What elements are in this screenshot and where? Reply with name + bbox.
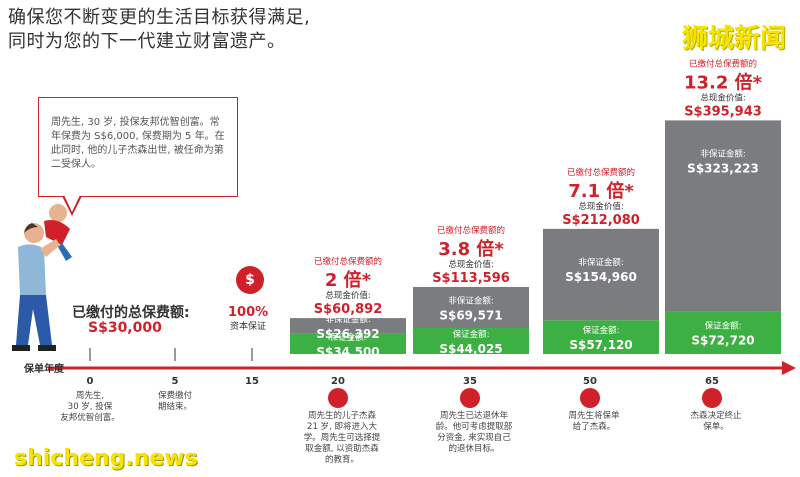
guarantee-percent: 100% [228, 305, 269, 320]
total-value-65: S$395,943 [684, 104, 762, 119]
timeline-note-0: 周先生, [76, 390, 104, 401]
guaranteed-label-50: 保证金额: [583, 325, 620, 336]
guaranteed-label-35: 保证金额: [453, 329, 490, 340]
timeline-year-50: 50 [583, 376, 597, 387]
timeline-year-20: 20 [331, 376, 345, 387]
headline-line-2: 同时为您的下一代建立财富遗产。 [8, 31, 286, 52]
child-head [49, 204, 67, 222]
bar-non-guaranteed-20 [290, 318, 406, 334]
timeline-note-35: 周先生已达退休年 [440, 410, 509, 421]
father-hair [24, 223, 38, 233]
non-guaranteed-value-50: S$154,960 [565, 270, 637, 284]
guaranteed-value-20: S$34,500 [316, 345, 379, 359]
father-shirt [18, 244, 46, 295]
coins-icon [460, 388, 480, 408]
timeline-note-65: 保单。 [703, 421, 729, 432]
non-guaranteed-label-20: 非保证金额: [325, 314, 370, 325]
child-shirt [44, 220, 70, 245]
father-shoe-left [12, 345, 30, 351]
timeline-label: 保单年度 [23, 362, 65, 375]
timeline-note-5: 保费缴付 [158, 390, 193, 401]
timeline-note-20: 学。周先生可选择提 [304, 432, 381, 443]
timeline-year-65: 65 [705, 376, 719, 387]
timeline-year-5: 5 [172, 376, 179, 387]
father-child-illustration [12, 204, 72, 351]
timeline-year-15: 15 [245, 376, 259, 387]
bar-guaranteed-35 [413, 328, 529, 354]
timeline-note-0: 友邦优智创富。 [60, 412, 120, 423]
non-guaranteed-label-65: 非保证金额: [700, 148, 745, 159]
multiple-caption-65: 已缴付总保费额的 [689, 58, 757, 69]
guaranteed-value-35: S$44,025 [439, 342, 502, 356]
total-value-20: S$60,892 [314, 302, 383, 317]
total-label-50: 总现金价值: [578, 201, 623, 212]
non-guaranteed-value-65: S$323,223 [687, 161, 759, 175]
paid-total-label: 已缴付的总保费额: [72, 305, 190, 321]
total-label-35: 总现金价值: [448, 259, 493, 270]
non-guaranteed-label-50: 非保证金额: [578, 257, 623, 268]
multiple-50: 7.1 倍* [568, 180, 634, 202]
multiple-65: 13.2 倍* [684, 71, 763, 93]
guaranteed-value-50: S$57,120 [569, 338, 632, 352]
watermark: shicheng.news [14, 446, 198, 471]
father-shoe-right [38, 345, 56, 351]
timeline-note-35: 分资金, 来实现自己 [437, 432, 511, 443]
multiple-20: 2 倍* [325, 269, 372, 291]
timeline-arrowhead [782, 361, 796, 375]
timeline-note-20: 周先生的儿子杰森 [308, 410, 377, 421]
bar-non-guaranteed-65 [665, 120, 781, 312]
child-legs [58, 243, 72, 261]
guaranteed-value-65: S$72,720 [691, 334, 754, 348]
scenario-callout: 周先生, 30 岁, 投保友邦优智创富。常年保费为 S$6,000, 保费期为 … [38, 97, 238, 197]
graduation-cap-icon [328, 388, 348, 408]
father-trousers [16, 295, 52, 345]
timeline-year-35: 35 [463, 376, 477, 387]
father-arm [40, 239, 60, 257]
page-headline: 确保您不断变更的生活目标获得满足, 同时为您的下一代建立财富遗产。 [8, 6, 310, 54]
multiple-35: 3.8 倍* [438, 238, 504, 260]
brand-logo: 狮城新闻 [681, 24, 786, 54]
total-value-50: S$212,080 [562, 213, 640, 228]
total-value-35: S$113,596 [432, 271, 510, 286]
multiple-caption-35: 已缴付总保费额的 [437, 225, 505, 236]
timeline-year-0: 0 [87, 376, 94, 387]
non-guaranteed-value-35: S$69,571 [439, 309, 502, 323]
non-guaranteed-value-20: S$26,392 [316, 327, 379, 341]
timeline-note-0: 30 岁, 投保 [68, 401, 113, 412]
guaranteed-label-65: 保证金额: [705, 321, 742, 332]
guaranteed-label-20: 保证金额: [330, 332, 367, 343]
bar-non-guaranteed-35 [413, 286, 529, 329]
headline-line-1: 确保您不断变更的生活目标获得满足, [8, 7, 311, 28]
flag-icon [702, 388, 722, 408]
timeline-note-35: 的退休目标。 [448, 443, 499, 454]
bar-non-guaranteed-50 [543, 228, 659, 321]
timeline-note-50: 周先生将保单 [568, 410, 620, 421]
timeline-note-65: 杰森决定终止 [690, 410, 742, 421]
timeline-note-50: 给了杰森。 [573, 421, 616, 432]
total-label-20: 总现金价值: [325, 290, 370, 301]
timeline-note-5: 期结束。 [158, 401, 192, 412]
bar-guaranteed-20 [290, 333, 406, 354]
timeline-note-20: 取金额, 以资助杰森 [305, 443, 379, 454]
non-guaranteed-label-35: 非保证金额: [448, 296, 493, 307]
guarantee-label: 资本保证 [230, 322, 267, 332]
multiple-caption-50: 已缴付总保费额的 [567, 167, 635, 178]
timeline-note-20: 的教育。 [325, 454, 359, 465]
timeline-note-35: 龄。他可考虑提取部 [436, 421, 513, 432]
timeline-note-20: 21 岁, 即将进入大 [307, 421, 377, 432]
bar-guaranteed-65 [665, 311, 781, 354]
paid-total-value: S$30,000 [88, 320, 162, 336]
bar-guaranteed-50 [543, 320, 659, 354]
callout-tail-inner [64, 195, 80, 212]
money-bag-icon: $ [236, 266, 264, 294]
total-label-65: 总现金价值: [700, 92, 745, 103]
compass-icon [580, 388, 600, 408]
multiple-caption-20: 已缴付总保费额的 [314, 256, 382, 267]
